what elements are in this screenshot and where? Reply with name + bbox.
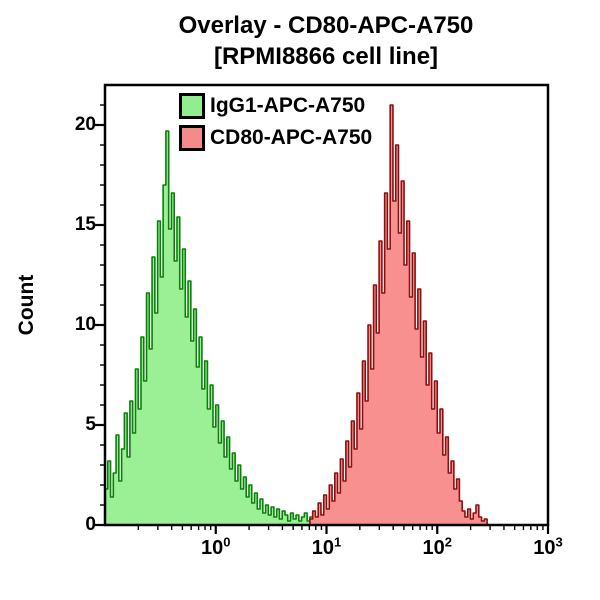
- y-tick-label: 5: [85, 414, 96, 435]
- histogram-series-IgG1-APC-A750: [104, 130, 548, 526]
- legend: IgG1-APC-A750 CD80-APC-A750: [179, 90, 372, 154]
- legend-swatch: [179, 93, 205, 119]
- x-tick-base: 10: [533, 537, 556, 559]
- x-tick-label: 102: [407, 535, 467, 561]
- chart-title: Overlay - CD80-APC-A750 [RPMI8866 cell l…: [66, 10, 586, 72]
- x-tick-exponent: 0: [223, 534, 231, 550]
- legend-label: IgG1-APC-A750: [210, 94, 366, 117]
- x-tick-label: 101: [297, 535, 357, 561]
- chart-title-line2: [RPMI8866 cell line]: [213, 43, 439, 70]
- x-tick-exponent: 2: [444, 534, 452, 550]
- y-tick-label: 20: [74, 114, 96, 135]
- x-tick-exponent: 1: [334, 534, 342, 550]
- chart-title-line1: Overlay - CD80-APC-A750: [178, 12, 474, 39]
- histogram-series-CD80-APC-A750: [309, 104, 490, 526]
- plot-frame: [103, 83, 550, 527]
- x-tick-base: 10: [422, 537, 445, 559]
- x-tick-exponent: 3: [555, 534, 563, 550]
- y-tick-label: 15: [74, 214, 96, 235]
- legend-item: IgG1-APC-A750: [179, 90, 372, 122]
- x-tick-label: 100: [186, 535, 246, 561]
- x-tick-base: 10: [311, 537, 334, 559]
- legend-swatch: [179, 125, 205, 151]
- legend-item: CD80-APC-A750: [179, 122, 372, 154]
- y-tick-label: 10: [74, 314, 96, 335]
- x-tick-label: 103: [518, 535, 578, 561]
- x-tick-base: 10: [201, 537, 224, 559]
- y-tick-label: 0: [85, 514, 96, 535]
- legend-label: CD80-APC-A750: [210, 126, 373, 149]
